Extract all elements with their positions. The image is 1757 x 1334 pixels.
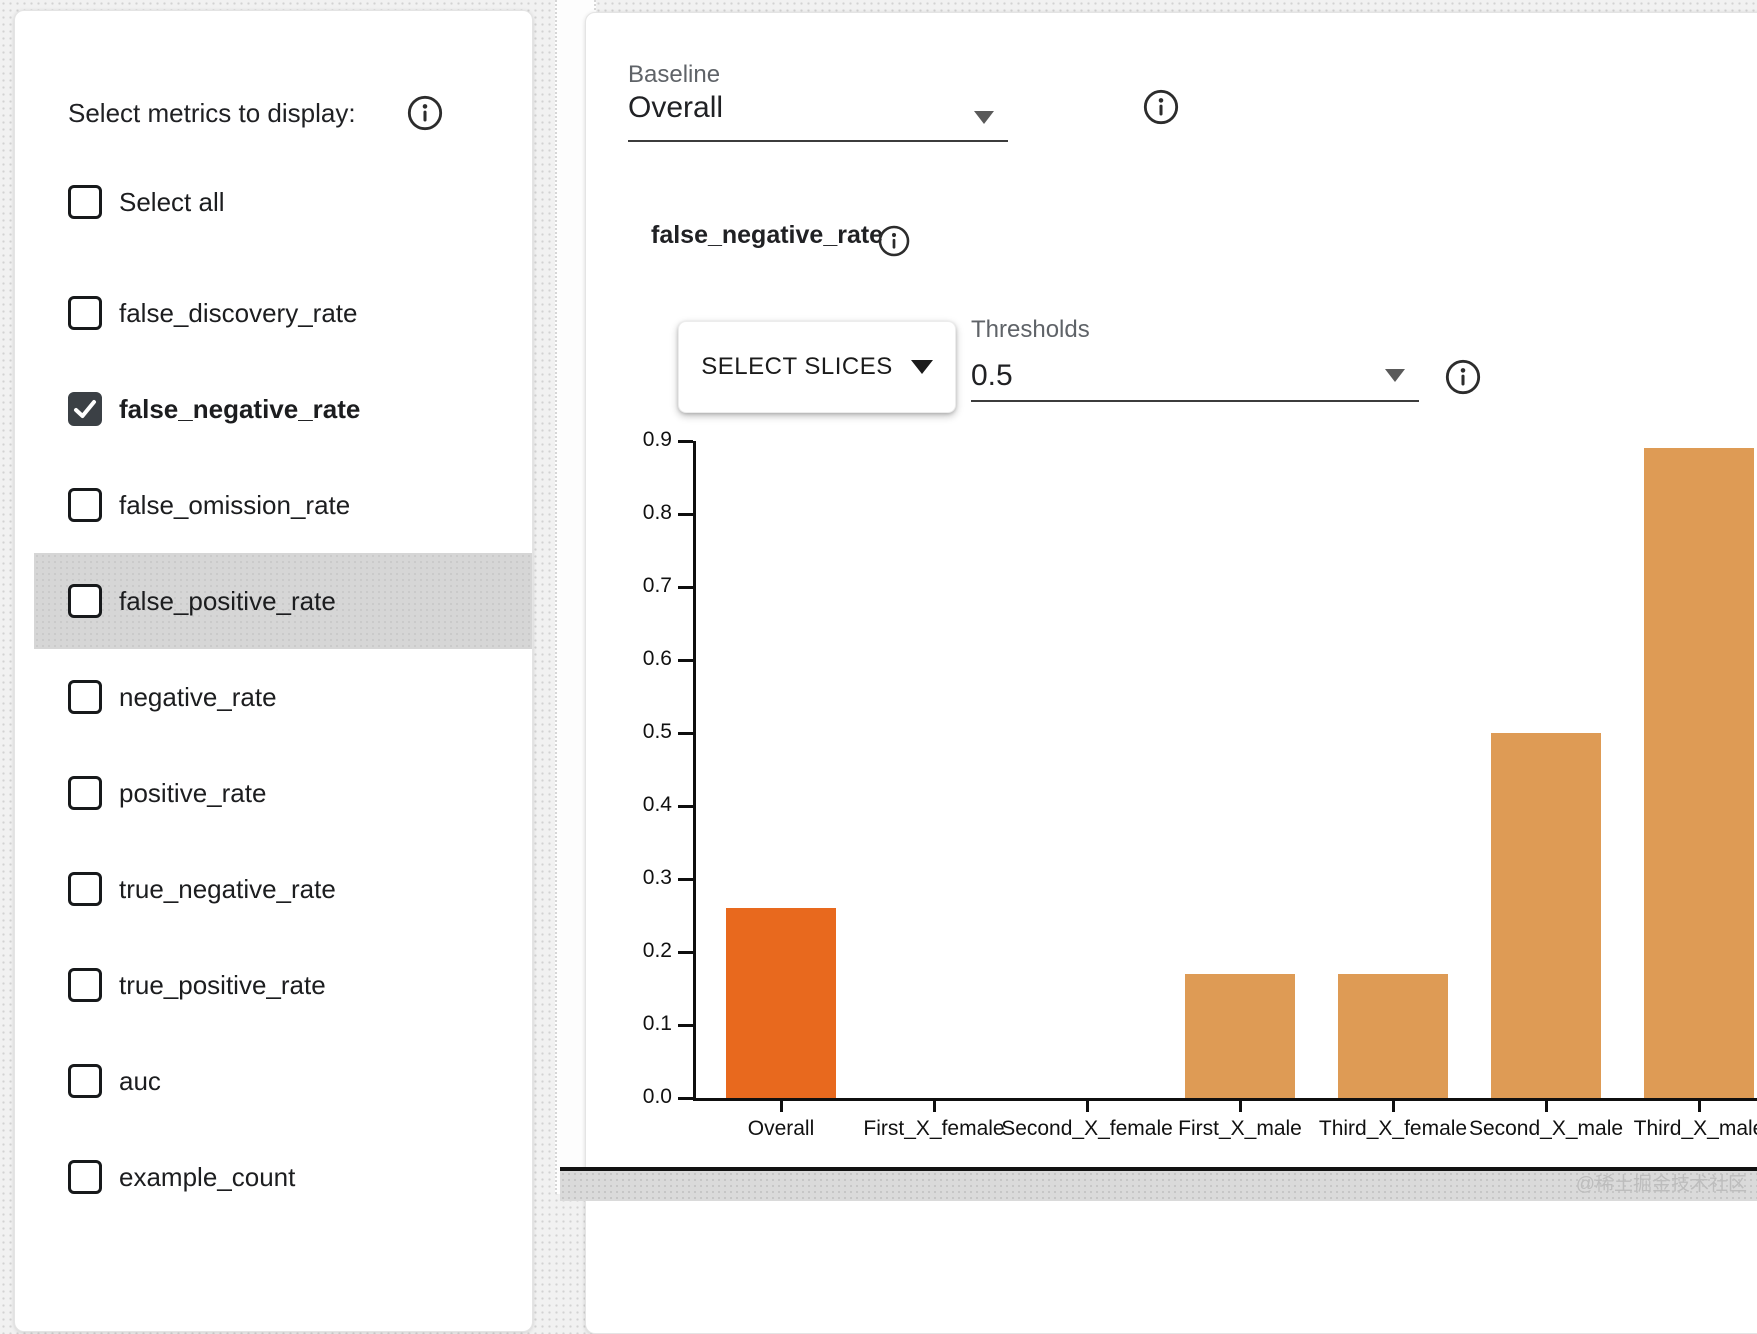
bar-third-x-female[interactable] — [1338, 974, 1448, 1098]
y-tick-label: 0.1 — [642, 1012, 672, 1035]
x-tick-label: Overall — [747, 1117, 815, 1140]
select-slices-button[interactable]: SELECT SLICES — [678, 321, 956, 413]
metric-heading: false_negative_rate — [651, 221, 884, 249]
metric-checkbox[interactable] — [68, 392, 102, 426]
y-tick — [678, 1097, 693, 1100]
y-tick-label: 0.3 — [642, 866, 672, 889]
y-tick-label: 0.7 — [642, 574, 672, 597]
x-tick-label: Third_X_male — [1633, 1117, 1757, 1140]
thresholds-info-icon[interactable] — [1444, 358, 1482, 401]
y-tick-label: 0.0 — [642, 1085, 672, 1108]
y-tick — [678, 513, 693, 516]
baseline-info-icon[interactable] — [1142, 88, 1180, 131]
metric-checkbox[interactable] — [68, 968, 102, 1002]
metric-row-false-negative-rate[interactable]: false_negative_rate — [15, 361, 532, 457]
metric-label: example_count — [119, 1161, 296, 1192]
y-tick — [678, 878, 693, 881]
baseline-caret-icon[interactable] — [974, 111, 994, 124]
x-tick — [1698, 1098, 1701, 1112]
x-tick — [1239, 1098, 1242, 1112]
metric-row-false-omission-rate[interactable]: false_omission_rate — [15, 457, 532, 553]
bar-second-x-male[interactable] — [1491, 733, 1601, 1098]
bar-overall[interactable] — [726, 908, 836, 1098]
y-tick — [678, 805, 693, 808]
y-tick-label: 0.9 — [642, 428, 672, 451]
metrics-list: Select all false_discovery_rate false_ne… — [15, 154, 532, 1225]
metric-checkbox[interactable] — [68, 1160, 102, 1194]
y-tick — [678, 732, 693, 735]
baseline-select-value[interactable]: Overall — [628, 91, 724, 124]
metric-checkbox[interactable] — [68, 1064, 102, 1098]
y-tick-label: 0.2 — [642, 939, 672, 962]
metric-row-example-count[interactable]: example_count — [15, 1129, 532, 1225]
y-tick — [678, 1024, 693, 1027]
metric-checkbox[interactable] — [68, 776, 102, 810]
x-tick-label: Second_X_female — [1001, 1117, 1173, 1140]
checkmark-icon — [74, 400, 96, 418]
metric-label: true_positive_rate — [119, 969, 326, 1000]
baseline-underline — [628, 140, 1008, 142]
metric-label: positive_rate — [119, 777, 267, 808]
bar-third-x-male[interactable] — [1644, 448, 1754, 1098]
watermark: @稀土掘金技术社区 — [1575, 1174, 1747, 1195]
metric-heading-info-icon[interactable] — [877, 224, 911, 263]
y-tick-label: 0.8 — [642, 501, 672, 524]
x-tick-label: First_X_female — [863, 1117, 1005, 1140]
metric-row-false-discovery-rate[interactable]: false_discovery_rate — [15, 265, 532, 361]
x-tick — [933, 1098, 936, 1112]
metric-label: auc — [119, 1065, 161, 1096]
x-tick — [1086, 1098, 1089, 1112]
y-tick — [678, 586, 693, 589]
x-tick — [1545, 1098, 1548, 1112]
metric-label: false_discovery_rate — [119, 297, 358, 328]
thresholds-underline — [971, 400, 1419, 402]
thresholds-label: Thresholds — [971, 316, 1090, 343]
thresholds-select-value[interactable]: 0.5 — [971, 359, 1013, 392]
y-tick — [678, 440, 693, 443]
y-tick-label: 0.5 — [642, 720, 672, 743]
x-tick — [1392, 1098, 1395, 1112]
metric-row-false-positive-rate[interactable]: false_positive_rate — [34, 553, 532, 649]
y-tick-label: 0.4 — [642, 793, 672, 816]
x-tick-label: First_X_male — [1178, 1117, 1302, 1140]
y-tick — [678, 951, 693, 954]
y-axis — [693, 441, 696, 1101]
metric-label: Select all — [119, 186, 225, 217]
metric-row-true-negative-rate[interactable]: true_negative_rate — [15, 841, 532, 937]
metrics-panel-title: Select metrics to display: — [68, 98, 356, 128]
metric-checkbox[interactable] — [68, 296, 102, 330]
metric-checkbox[interactable] — [68, 872, 102, 906]
metric-label: false_omission_rate — [119, 489, 351, 520]
chart-panel: Baseline Overall false_negative_rate SEL… — [585, 12, 1757, 1334]
metric-checkbox[interactable] — [68, 185, 102, 219]
metric-checkbox[interactable] — [68, 488, 102, 522]
metric-label: negative_rate — [119, 681, 277, 712]
metric-checkbox[interactable] — [68, 584, 102, 618]
metric-checkbox[interactable] — [68, 680, 102, 714]
metric-row-select-all[interactable]: Select all — [15, 154, 532, 250]
select-slices-label: SELECT SLICES — [701, 353, 893, 380]
y-tick — [678, 659, 693, 662]
thresholds-caret-icon[interactable] — [1385, 369, 1405, 382]
metric-row-true-positive-rate[interactable]: true_positive_rate — [15, 937, 532, 1033]
x-axis — [693, 1098, 1757, 1101]
y-tick-label: 0.6 — [642, 647, 672, 670]
metrics-panel: Select metrics to display: Select all fa… — [14, 10, 533, 1332]
select-slices-caret-icon — [910, 360, 933, 374]
metrics-info-icon[interactable] — [406, 94, 444, 137]
baseline-label: Baseline — [628, 61, 721, 88]
x-tick-label: Third_X_female — [1318, 1117, 1468, 1140]
metric-label: false_negative_rate — [119, 393, 361, 424]
metric-row-auc[interactable]: auc — [15, 1033, 532, 1129]
bar-first-x-male[interactable] — [1185, 974, 1295, 1098]
x-tick-label: Second_X_male — [1468, 1117, 1624, 1140]
bar-chart: 0.0 0.1 0.2 0.3 0.4 0.5 0.6 0.7 0.8 0.9 Overall Fir… — [586, 13, 1757, 1213]
metric-label: true_negative_rate — [119, 873, 336, 904]
metric-row-positive-rate[interactable]: positive_rate — [15, 745, 532, 841]
metric-row-negative-rate[interactable]: negative_rate — [15, 649, 532, 745]
metric-label: false_positive_rate — [119, 585, 336, 616]
x-tick — [780, 1098, 783, 1112]
